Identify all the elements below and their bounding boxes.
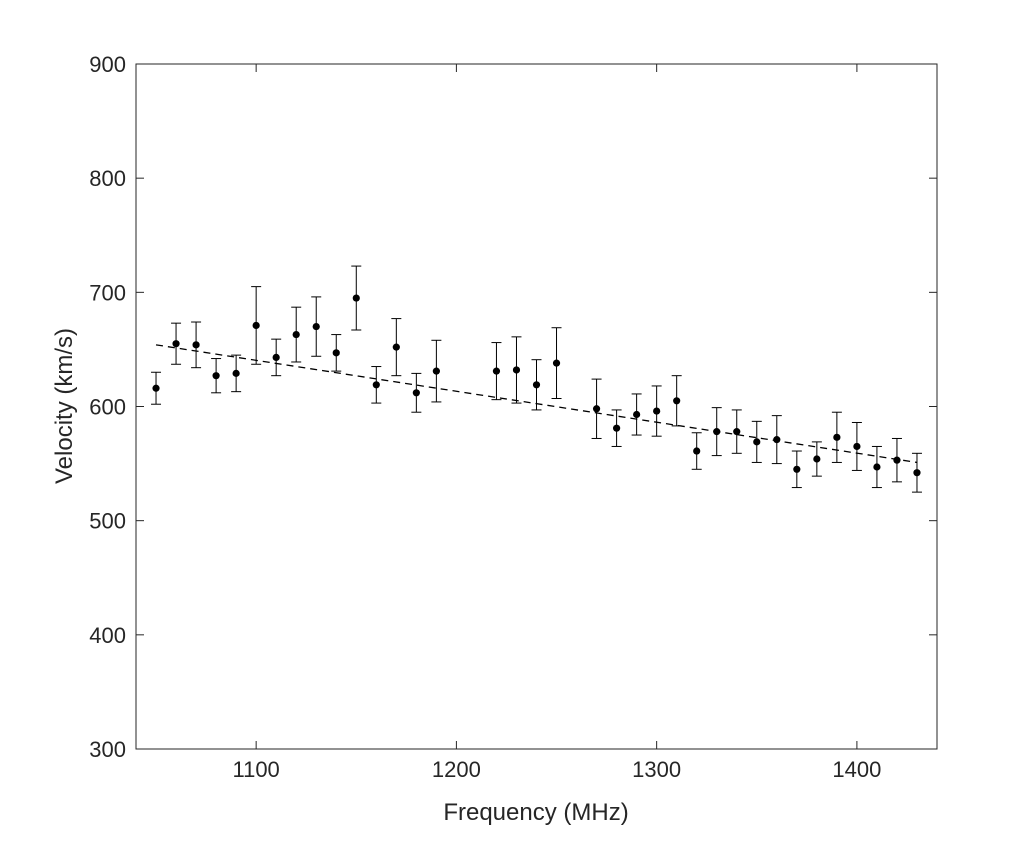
data-point [693,447,701,455]
data-point [813,455,821,463]
y-tick-labels: 300 400 500 600 700 800 900 [89,52,126,762]
data-point [372,381,380,389]
y-tick-label: 400 [89,623,126,648]
y-tick-label: 300 [89,737,126,762]
point-layer [152,294,921,477]
x-axis-title: Frequency (MHz) [443,799,628,826]
data-point [212,372,220,380]
data-point [172,340,180,348]
data-point [793,465,801,473]
data-point [412,389,420,397]
data-point [773,436,781,444]
data-point [552,359,561,367]
data-point [833,433,841,441]
data-point [893,456,901,464]
data-point [152,384,160,392]
data-point [492,367,501,375]
x-tick-label: 1300 [632,757,681,782]
axis-ticks [136,63,937,750]
data-point [633,410,641,419]
x-tick-label: 1400 [832,757,881,782]
data-point [312,322,320,331]
data-point [713,428,721,436]
data-point [292,330,300,339]
y-tick-label: 600 [89,395,126,420]
data-point [232,369,240,377]
y-axis-title: Velocity (km/s) [51,328,78,484]
y-tick-label: 900 [89,52,126,77]
data-point [532,381,541,389]
data-point [913,469,921,477]
data-point [392,343,400,351]
data-point [853,442,861,451]
data-point [673,397,681,405]
data-point [272,353,280,362]
x-tick-labels: 1100 1200 1300 1400 [232,757,881,782]
data-point [613,424,621,432]
data-point [873,463,881,471]
data-point [753,438,761,446]
data-point [653,407,661,415]
y-tick-label: 800 [89,166,126,191]
data-point [332,349,340,357]
data-point [592,405,601,413]
data-point [733,428,741,436]
data-point [192,341,200,349]
data-point [432,367,440,375]
y-tick-label: 500 [89,509,126,534]
x-tick-label: 1200 [432,757,481,782]
data-point [252,321,260,330]
x-tick-label: 1100 [232,757,279,782]
data-point [512,366,521,374]
data-point [352,294,360,302]
y-tick-label: 700 [89,280,126,305]
